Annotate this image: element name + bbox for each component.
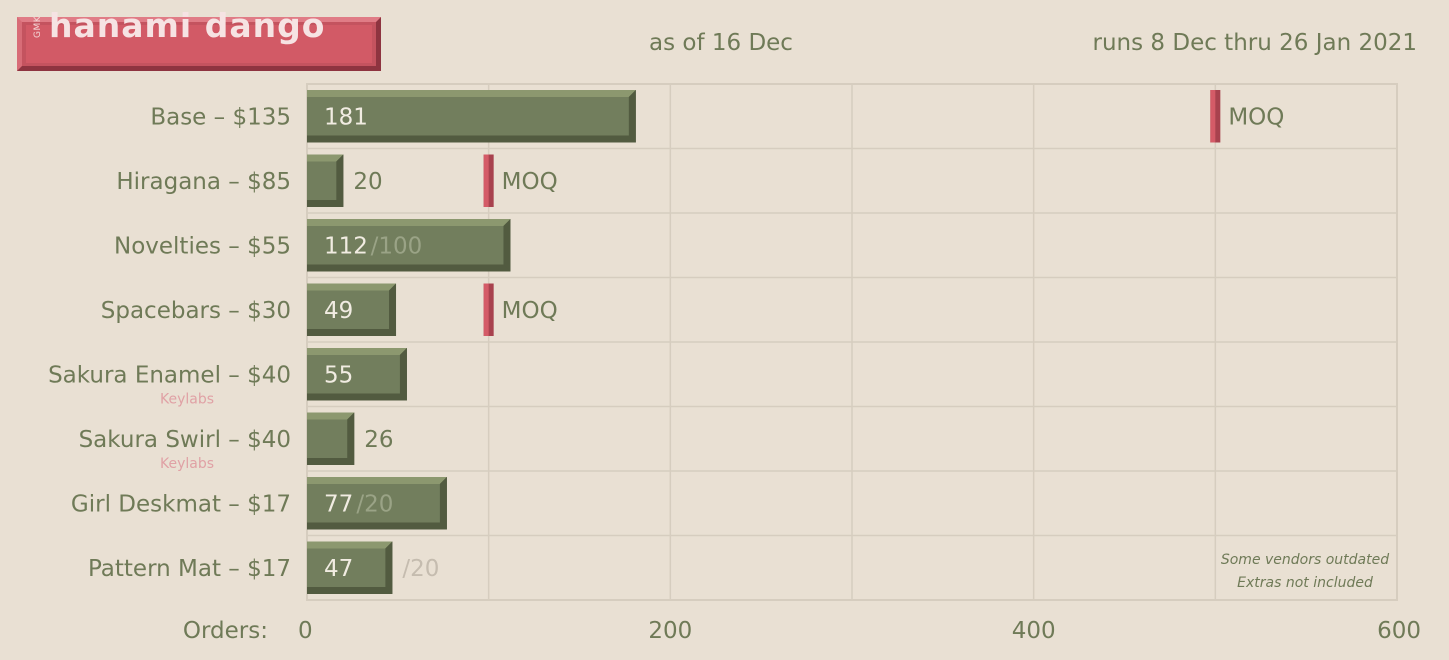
- bar-bevel-right: [439, 477, 447, 530]
- bar-bevel-right: [385, 541, 393, 594]
- x-tick-label: 0: [298, 618, 313, 644]
- category-label: Spacebars – $30: [101, 298, 291, 324]
- target-label: /20: [356, 491, 393, 517]
- bar-bevel-right: [503, 219, 511, 272]
- bar-value-label: 77: [324, 491, 353, 517]
- run-dates: runs 8 Dec thru 26 Jan 2021: [1092, 30, 1417, 56]
- moq-label: MOQ: [502, 298, 558, 324]
- bar-bevel-right: [347, 412, 355, 465]
- target-label: /100: [371, 233, 423, 259]
- bar-bevel-top: [307, 348, 407, 355]
- bar-face: [307, 97, 629, 136]
- bar-value-label: 26: [364, 427, 393, 453]
- category-label: Sakura Enamel – $40: [48, 362, 291, 388]
- bar-face: [307, 548, 386, 587]
- logo: [17, 17, 381, 71]
- x-axis-label: Orders:: [183, 618, 268, 644]
- bar-face: [307, 290, 390, 329]
- bar-bevel-right: [389, 283, 397, 336]
- bar-value-label: 55: [324, 362, 353, 388]
- moq-marker-face: [1210, 90, 1216, 143]
- vendor-label: Keylabs: [160, 456, 214, 472]
- bar-bevel-top: [307, 283, 397, 291]
- category-label: Base – $135: [150, 104, 291, 130]
- target-label: /20: [402, 556, 439, 582]
- vendor-label: Keylabs: [160, 391, 214, 407]
- chart-note: Some vendors outdated: [1221, 552, 1389, 568]
- as-of-date: as of 16 Dec: [649, 30, 793, 56]
- chart-note: Extras not included: [1237, 575, 1373, 591]
- bar-value-label: 181: [324, 104, 368, 130]
- logo-title: hanami dango: [49, 6, 326, 45]
- bar-bevel-right: [628, 90, 636, 143]
- moq-label: MOQ: [1228, 104, 1284, 130]
- bar-value-label: 47: [324, 556, 353, 582]
- category-label: Girl Deskmat – $17: [71, 491, 291, 517]
- category-label: Pattern Mat – $17: [88, 556, 291, 582]
- bar-bevel-top: [307, 219, 511, 226]
- bar-bevel-top: [307, 541, 393, 549]
- bar-bevel-top: [307, 412, 355, 420]
- bar-face: [307, 419, 348, 458]
- moq-marker-face: [483, 154, 489, 207]
- category-label: Novelties – $55: [114, 233, 291, 259]
- bar-bevel-top: [307, 477, 447, 484]
- bar-value-label: 112: [324, 233, 368, 259]
- bar-face: [307, 355, 400, 394]
- category-label: Hiragana – $85: [116, 169, 291, 195]
- x-tick-label: 200: [648, 618, 692, 644]
- moq-marker-face: [483, 283, 489, 336]
- x-tick-label: 400: [1012, 618, 1056, 644]
- moq-label: MOQ: [502, 169, 558, 195]
- bar-bevel-right: [399, 348, 407, 401]
- category-label: Sakura Swirl – $40: [79, 427, 291, 453]
- bar-face: [307, 161, 337, 200]
- bar-value-label: 49: [324, 298, 353, 324]
- bar-face: [307, 484, 440, 523]
- bar-face: [307, 226, 504, 265]
- bar-value-label: 20: [353, 169, 382, 195]
- bar-bevel-right: [336, 154, 344, 207]
- logo-face: [26, 25, 372, 63]
- bar-bevel-top: [307, 154, 344, 162]
- x-tick-label: 600: [1377, 618, 1421, 644]
- bar-bevel-top: [307, 90, 636, 97]
